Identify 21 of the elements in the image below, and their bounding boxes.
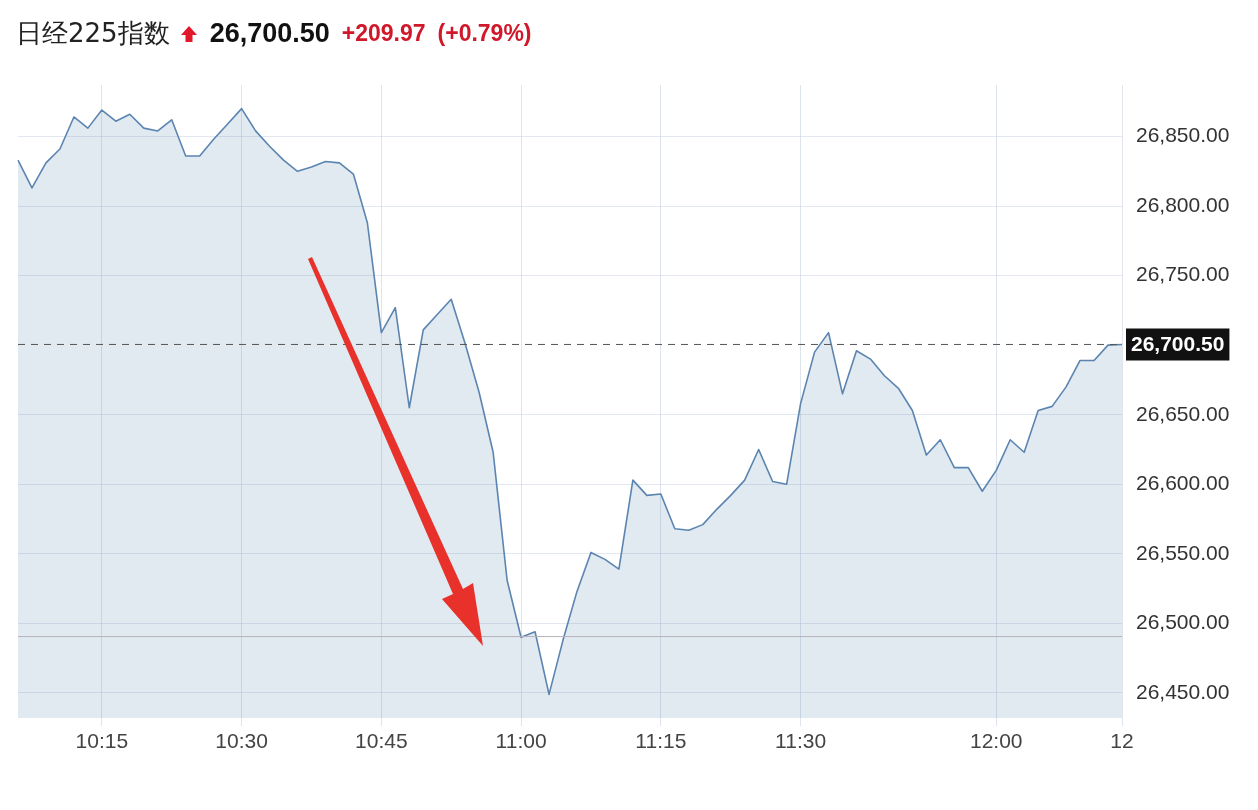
x-tick-label: 10:45 [355,729,408,753]
x-tick-label: 11:15 [635,729,687,753]
y-tick-label: 26,550.00 [1136,540,1230,564]
x-tick-label: 11:00 [495,729,547,753]
x-tick-label: 12:00 [969,729,1023,753]
text: 26,700.50 [209,18,330,49]
x-tick-label: 12 [1110,729,1134,753]
y-tick-label: 26,600.00 [1136,471,1230,495]
ref-line-label: 26,700.50 [1131,332,1225,356]
x-tick-label: 10:30 [215,729,268,753]
y-tick-label: 26,450.00 [1136,679,1230,703]
text: (+0.79%) [437,20,532,47]
y-tick-label: 26,800.00 [1136,192,1230,216]
x-tick-label: 10:15 [75,729,129,753]
y-tick-label: 26,850.00 [1136,123,1230,147]
y-tick-label: 26,500.00 [1136,610,1230,634]
text: +209.97 [341,20,426,47]
chart-title: 日经225指数 [16,17,170,50]
y-tick-label: 26,650.00 [1136,401,1230,425]
x-tick-label: 11:30 [775,729,827,753]
y-tick-label: 26,750.00 [1136,262,1230,286]
